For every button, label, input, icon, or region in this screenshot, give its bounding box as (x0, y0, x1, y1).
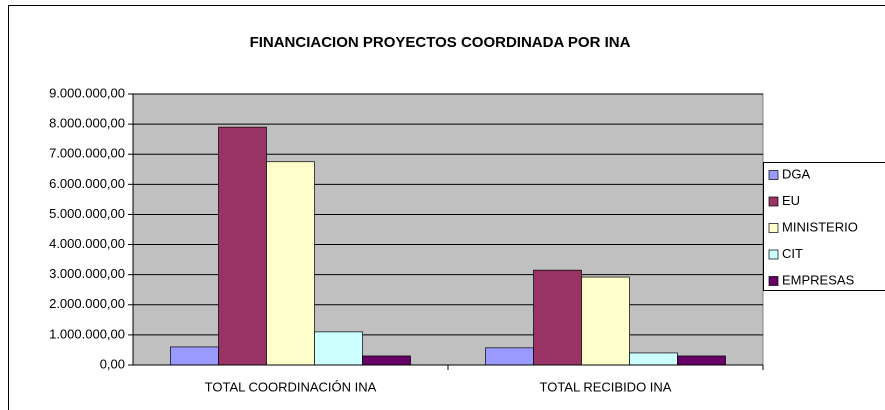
bar (581, 276, 630, 366)
legend-box (763, 162, 885, 291)
legend-swatch (768, 170, 779, 180)
bar (362, 355, 411, 366)
y-tick-label: 0,00 (100, 356, 125, 371)
y-tick-label: 7.000.000,00 (49, 146, 125, 161)
legend-label: EU (782, 193, 800, 208)
y-tick-label: 9.000.000,00 (49, 85, 125, 100)
bar (533, 269, 582, 366)
y-tick-label: 4.000.000,00 (49, 236, 125, 251)
legend-label: MINISTERIO (782, 219, 858, 234)
legend-swatch (768, 276, 779, 286)
chart-title: FINANCIACION PROYECTOS COORDINADA POR IN… (250, 34, 631, 51)
legend-swatch (768, 223, 779, 233)
legend-swatch (768, 196, 779, 207)
bar (170, 346, 219, 366)
bar (485, 347, 534, 366)
legend-label: EMPRESAS (782, 272, 855, 287)
y-tick-label: 2.000.000,00 (49, 296, 125, 311)
y-tick-label: 1.000.000,00 (49, 326, 125, 341)
y-tick-label: 6.000.000,00 (49, 176, 125, 191)
bar (314, 331, 363, 366)
bar (266, 161, 315, 366)
legend-label: CIT (782, 246, 803, 261)
y-tick-label: 3.000.000,00 (49, 266, 125, 281)
bar (629, 352, 678, 366)
y-tick-label: 8.000.000,00 (49, 116, 125, 131)
legend-swatch (768, 249, 779, 260)
y-tick-label: 5.000.000,00 (49, 206, 125, 221)
legend-label: DGA (782, 166, 811, 181)
bar (218, 126, 267, 366)
x-tick-label: TOTAL COORDINACIÓN INA (205, 379, 377, 394)
x-tick-label: TOTAL RECIBIDO INA (540, 379, 672, 394)
bar (677, 355, 726, 366)
